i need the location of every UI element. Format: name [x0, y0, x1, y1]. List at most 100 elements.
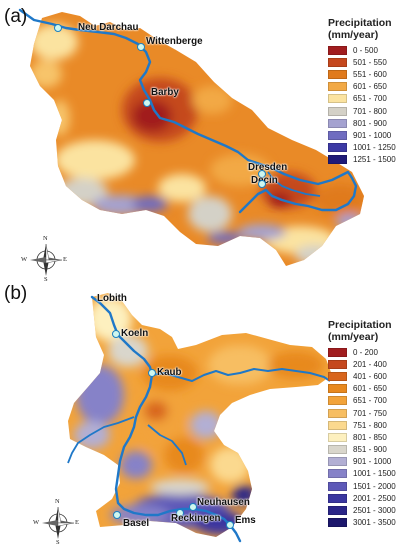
legend-swatch: [328, 493, 347, 503]
legend-item: 1001 - 1500: [328, 468, 396, 480]
elbe-river: [18, 8, 358, 214]
station-marker-wittenberge: [137, 43, 145, 51]
panel-a-elbe-map: (a) Neu Darchau Wittenberge Barby Dresde…: [0, 0, 416, 283]
legend-range-label: 601 - 650: [353, 82, 387, 92]
legend-item: 3001 - 3500: [328, 517, 396, 529]
compass-a-s: S: [44, 276, 48, 283]
legend-swatch: [328, 69, 347, 79]
legend-swatch: [328, 384, 347, 394]
station-label-wittenberge: Wittenberge: [146, 36, 203, 47]
compass-icon: [42, 506, 75, 539]
legend-panel-b: Precipitation (mm/year) 0 - 200 201 - 400…: [328, 319, 396, 529]
legend-range-label: 1501 - 2000: [353, 481, 396, 491]
station-label-neuhausen: Neuhausen: [197, 497, 250, 508]
legend-range-label: 1001 - 1250: [353, 143, 396, 153]
compass-a-w: W: [21, 256, 28, 263]
station-marker-reckingen: [176, 509, 184, 517]
legend-swatch: [328, 518, 347, 528]
legend-range-label: 651 - 700: [353, 94, 387, 104]
legend-swatch: [328, 347, 347, 357]
legend-item: 701 - 800: [328, 105, 396, 117]
legend-swatch: [328, 155, 347, 165]
legend-item: 601 - 650: [328, 383, 396, 395]
legend-item: 401 - 600: [328, 370, 396, 382]
elbe-basin-map: [18, 8, 364, 266]
legend-range-label: 2001 - 2500: [353, 493, 396, 503]
legend-range-label: 601 - 650: [353, 384, 387, 394]
legend-range-label: 501 - 550: [353, 57, 387, 67]
legend-swatch: [328, 143, 347, 153]
legend-swatch: [328, 445, 347, 455]
legend-swatch: [328, 118, 347, 128]
legend-swatch: [328, 106, 347, 116]
station-marker-dresden: [258, 170, 266, 178]
legend-range-label: 3001 - 3500: [353, 518, 396, 528]
legend-range-label: 651 - 700: [353, 396, 387, 406]
legend-swatch: [328, 506, 347, 516]
station-label-reckingen: Reckingen: [171, 513, 221, 524]
compass-rose-b: N S E W: [33, 498, 80, 546]
legend-item: 801 - 900: [328, 117, 396, 129]
compass-b-w: W: [33, 519, 40, 526]
station-marker-barby: [143, 99, 151, 107]
legend-swatch: [328, 481, 347, 491]
legend-swatch: [328, 396, 347, 406]
legend-range-label: 1251 - 1500: [353, 155, 396, 165]
compass-b-s: S: [56, 539, 60, 546]
legend-range-label: 201 - 400: [353, 359, 387, 369]
legend-a-unit: (mm/year): [328, 29, 379, 41]
rhine-tributary-moselle: [67, 416, 135, 464]
legend-item: 201 - 400: [328, 358, 396, 370]
panel-a-label: (a): [4, 6, 28, 27]
station-label-neu-darchau: Neu Darchau: [78, 22, 139, 33]
compass-rose-a: N S E W: [21, 235, 68, 283]
compass-b-n: N: [55, 498, 60, 505]
legend-range-label: 0 - 200: [353, 347, 378, 357]
legend-swatch: [328, 432, 347, 442]
legend-item: 2001 - 2500: [328, 492, 396, 504]
compass-b-e: E: [75, 519, 79, 526]
station-marker-kaub: [148, 369, 156, 377]
legend-swatch: [328, 457, 347, 467]
legend-swatch: [328, 45, 347, 55]
legend-item: 751 - 800: [328, 419, 396, 431]
legend-swatch: [328, 94, 347, 104]
legend-item: 851 - 900: [328, 444, 396, 456]
legend-swatch: [328, 469, 347, 479]
compass-icon: [30, 243, 63, 276]
legend-swatch: [328, 57, 347, 67]
station-marker-neu-darchau: [54, 24, 62, 32]
legend-range-label: 851 - 900: [353, 445, 387, 455]
rhine-tributary-main: [151, 368, 331, 382]
elbe-precipitation-raster: [30, 12, 364, 266]
station-marker-ems: [226, 521, 234, 529]
rhine-basin-map: [67, 293, 332, 543]
legend-item: 501 - 550: [328, 56, 396, 68]
legend-swatch: [328, 130, 347, 140]
station-label-ems: Ems: [235, 515, 256, 526]
legend-swatch: [328, 420, 347, 430]
station-marker-basel: [113, 511, 121, 519]
legend-range-label: 701 - 750: [353, 408, 387, 418]
legend-item: 701 - 750: [328, 407, 396, 419]
legend-item: 651 - 700: [328, 395, 396, 407]
station-marker-koeln: [112, 330, 120, 338]
station-label-kaub: Kaub: [157, 367, 182, 378]
legend-item: 801 - 850: [328, 431, 396, 443]
legend-item: 1501 - 2000: [328, 480, 396, 492]
legend-range-label: 901 - 1000: [353, 130, 392, 140]
legend-range-label: 2501 - 3000: [353, 506, 396, 516]
station-label-lobith: Lobith: [97, 293, 127, 304]
legend-item: 901 - 1000: [328, 129, 396, 141]
station-label-dresden: Dresden: [248, 162, 288, 173]
panel-b-rhine-map: (b) Lobith Koeln Kaub Basel Reckingen Ne…: [0, 275, 416, 550]
legend-item: 1001 - 1250: [328, 142, 396, 154]
legend-range-label: 801 - 850: [353, 432, 387, 442]
legend-b-unit: (mm/year): [328, 331, 379, 343]
legend-item: 2501 - 3000: [328, 504, 396, 516]
station-marker-decin: [258, 180, 266, 188]
legend-panel-a: Precipitation (mm/year) 0 - 500 501 - 550…: [328, 17, 396, 166]
station-label-barby: Barby: [151, 87, 179, 98]
elbe-tributary: [267, 171, 321, 197]
station-marker-neuhausen: [189, 503, 197, 511]
